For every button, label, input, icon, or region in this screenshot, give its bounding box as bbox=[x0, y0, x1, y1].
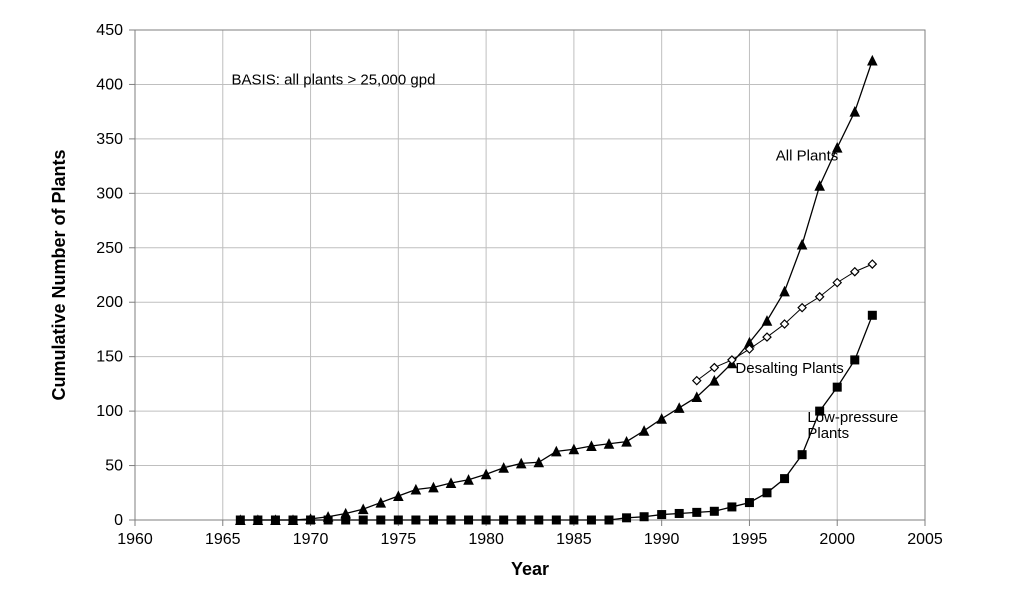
marker-low_pressure bbox=[447, 516, 455, 524]
marker-low_pressure bbox=[307, 516, 315, 524]
marker-low_pressure bbox=[570, 516, 578, 524]
marker-low_pressure bbox=[798, 451, 806, 459]
x-tick-label: 1995 bbox=[732, 531, 768, 548]
marker-low_pressure bbox=[745, 499, 753, 507]
marker-low_pressure bbox=[377, 516, 385, 524]
y-tick-label: 150 bbox=[96, 349, 123, 366]
marker-low_pressure bbox=[675, 509, 683, 517]
series-label-low_pressure: Plants bbox=[807, 425, 849, 442]
x-tick-label: 1965 bbox=[205, 531, 241, 548]
marker-low_pressure bbox=[763, 489, 771, 497]
y-tick-label: 450 bbox=[96, 22, 123, 39]
marker-low_pressure bbox=[254, 516, 262, 524]
x-tick-label: 1980 bbox=[468, 531, 504, 548]
y-tick-label: 350 bbox=[96, 131, 123, 148]
y-tick-label: 400 bbox=[96, 76, 123, 93]
marker-low_pressure bbox=[658, 511, 666, 519]
chart-svg: 0 50 100 150 200 250 300 350 400 450 1960 1965 1970 1… bbox=[0, 0, 1010, 616]
y-tick-label: 200 bbox=[96, 294, 123, 311]
y-tick-label: 0 bbox=[114, 512, 123, 529]
series-label-all_plants: All Plants bbox=[776, 148, 839, 165]
marker-low_pressure bbox=[640, 513, 648, 521]
marker-low_pressure bbox=[517, 516, 525, 524]
marker-low_pressure bbox=[271, 516, 279, 524]
marker-low_pressure bbox=[552, 516, 560, 524]
y-tick-label: 50 bbox=[105, 458, 123, 475]
marker-low_pressure bbox=[429, 516, 437, 524]
marker-low_pressure bbox=[236, 516, 244, 524]
y-tick-label: 300 bbox=[96, 185, 123, 202]
y-axis-label: Cumulative Number of Plants bbox=[49, 149, 69, 400]
x-tick-label: 1975 bbox=[381, 531, 417, 548]
marker-low_pressure bbox=[500, 516, 508, 524]
marker-low_pressure bbox=[465, 516, 473, 524]
marker-low_pressure bbox=[605, 516, 613, 524]
marker-low_pressure bbox=[710, 507, 718, 515]
y-tick-label: 250 bbox=[96, 240, 123, 257]
x-tick-label: 1970 bbox=[293, 531, 329, 548]
marker-low_pressure bbox=[728, 503, 736, 511]
series-label-desalting: Desalting Plants bbox=[735, 360, 843, 377]
marker-low_pressure bbox=[359, 516, 367, 524]
marker-low_pressure bbox=[412, 516, 420, 524]
x-tick-label: 1960 bbox=[117, 531, 153, 548]
y-tick-label: 100 bbox=[96, 403, 123, 420]
x-tick-label: 2000 bbox=[819, 531, 855, 548]
marker-low_pressure bbox=[781, 475, 789, 483]
marker-low_pressure bbox=[833, 383, 841, 391]
marker-low_pressure bbox=[482, 516, 490, 524]
chart-container: 0 50 100 150 200 250 300 350 400 450 1960 1965 1970 1… bbox=[0, 0, 1010, 616]
marker-low_pressure bbox=[535, 516, 543, 524]
marker-low_pressure bbox=[587, 516, 595, 524]
x-tick-label: 2005 bbox=[907, 531, 943, 548]
marker-low_pressure bbox=[868, 311, 876, 319]
marker-low_pressure bbox=[693, 508, 701, 516]
marker-low_pressure bbox=[851, 356, 859, 364]
marker-low_pressure bbox=[342, 516, 350, 524]
x-tick-label: 1990 bbox=[644, 531, 680, 548]
x-tick-label: 1985 bbox=[556, 531, 592, 548]
marker-low_pressure bbox=[623, 514, 631, 522]
marker-low_pressure bbox=[324, 516, 332, 524]
basis-note: BASIS: all plants > 25,000 gpd bbox=[232, 71, 436, 88]
marker-low_pressure bbox=[289, 516, 297, 524]
x-axis-label: Year bbox=[511, 559, 549, 579]
series-label-low_pressure: Low-pressure bbox=[807, 409, 898, 426]
marker-low_pressure bbox=[394, 516, 402, 524]
